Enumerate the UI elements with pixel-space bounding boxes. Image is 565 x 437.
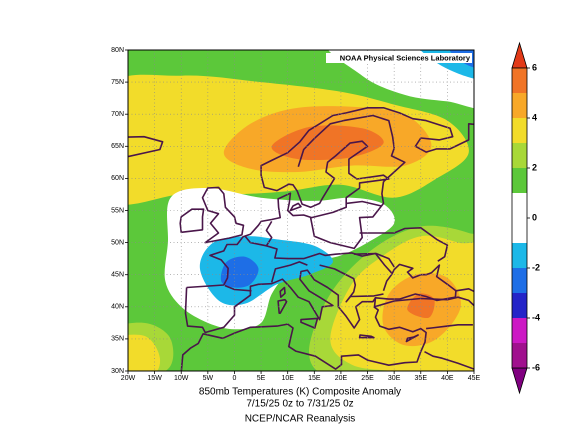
coastline bbox=[224, 284, 252, 292]
colorbar-segment bbox=[512, 93, 527, 118]
credit-box bbox=[326, 53, 472, 63]
colorbar-segment bbox=[512, 243, 527, 268]
contour-region bbox=[199, 236, 333, 306]
coastline bbox=[265, 220, 273, 247]
chart-subtitle: 7/15/25 0z to 7/31/25 0z bbox=[246, 399, 353, 410]
colorbar-segment bbox=[512, 293, 527, 318]
x-tick-label: 5E bbox=[257, 375, 266, 382]
coastline bbox=[279, 286, 286, 298]
colorbar-tick-label: -2 bbox=[532, 262, 540, 272]
coastline bbox=[180, 306, 427, 371]
grid: 20W 15W 10W 5W 0 5E 10E 15E 20E 25E 30E 35E 40E 45E 30… bbox=[111, 47, 480, 382]
x-tick-label: 10E bbox=[281, 375, 294, 382]
coastline bbox=[128, 135, 164, 158]
colorbar-segment bbox=[512, 168, 527, 193]
x-tick-label: 35E bbox=[415, 375, 428, 382]
contour-region bbox=[220, 256, 259, 288]
coastline bbox=[201, 186, 245, 244]
y-tick-label: 40N bbox=[111, 304, 124, 311]
x-tick-label: 5W bbox=[203, 375, 214, 382]
y-tick-label: 70N bbox=[111, 111, 124, 118]
coastline bbox=[455, 288, 474, 293]
colorbar-tick-label: 2 bbox=[532, 162, 537, 172]
y-tick-label: 45N bbox=[111, 272, 124, 279]
coastline bbox=[359, 227, 449, 262]
coastline bbox=[426, 324, 473, 330]
x-tick-label: 15W bbox=[147, 375, 162, 382]
y-tick-label: 60N bbox=[111, 175, 124, 182]
credit: NOAA Physical Sciences Laboratory bbox=[340, 53, 471, 62]
y-tick-label: 35N bbox=[111, 336, 124, 343]
colorbar-over bbox=[511, 41, 528, 69]
colorbar-segment bbox=[512, 318, 527, 343]
x-tick-label: 30E bbox=[388, 375, 401, 382]
plot-frame bbox=[127, 49, 475, 372]
x-tick-label: 10W bbox=[174, 375, 189, 382]
coastline bbox=[179, 208, 205, 234]
colorbar-segment bbox=[512, 118, 527, 143]
source: NCEP/NCAR Reanalysis bbox=[245, 414, 356, 425]
coastline bbox=[373, 296, 474, 308]
coastline bbox=[289, 202, 302, 212]
contour-region bbox=[128, 334, 161, 371]
y-tick-label: 65N bbox=[111, 143, 124, 150]
coastline bbox=[309, 181, 385, 250]
anomaly-field bbox=[128, 50, 474, 371]
colorbar-tick-label: -6 bbox=[532, 362, 540, 372]
colorbar-segment bbox=[512, 143, 527, 168]
colorbar: -6 -4 -2 0 2 4 6 bbox=[511, 41, 540, 395]
contour-region bbox=[328, 50, 474, 109]
contour-region bbox=[271, 125, 384, 161]
coastline bbox=[358, 334, 375, 339]
x-tick-label: 25E bbox=[361, 375, 374, 382]
x-tick-label: 0 bbox=[233, 375, 237, 382]
colorbar-tick-label: 6 bbox=[532, 62, 537, 72]
coastlines bbox=[128, 107, 474, 371]
colorbar-segment bbox=[512, 268, 527, 293]
coastline bbox=[346, 200, 382, 207]
coastline bbox=[184, 263, 457, 334]
x-tick-label: 15E bbox=[308, 375, 321, 382]
colorbar-segment bbox=[512, 193, 527, 243]
chart-title: 850mb Temperatures (K) Composite Anomaly bbox=[199, 387, 401, 398]
coastline bbox=[186, 107, 474, 289]
colorbar-segment bbox=[512, 343, 527, 368]
x-tick-label: 20E bbox=[335, 375, 348, 382]
coastline bbox=[424, 350, 474, 370]
y-tick-label: 80N bbox=[111, 47, 124, 54]
coastline bbox=[277, 298, 288, 314]
coastline bbox=[297, 119, 344, 168]
colorbar-tick-label: 4 bbox=[532, 112, 537, 122]
y-tick-label: 55N bbox=[111, 207, 124, 214]
colorbar-under bbox=[511, 367, 528, 395]
coastline bbox=[270, 261, 308, 283]
y-tick-label: 30N bbox=[111, 368, 124, 375]
x-tick-label: 45E bbox=[468, 375, 481, 382]
coastline bbox=[405, 334, 419, 343]
y-tick-label: 50N bbox=[111, 239, 124, 246]
colorbar-segment bbox=[512, 68, 527, 93]
x-tick-label: 20W bbox=[121, 375, 136, 382]
colorbar-tick-label: -4 bbox=[532, 312, 540, 322]
coastline bbox=[354, 252, 395, 268]
colorbar-tick-label: 0 bbox=[532, 212, 537, 222]
coastline bbox=[300, 317, 319, 329]
coastline bbox=[319, 264, 384, 303]
x-tick-label: 40E bbox=[441, 375, 454, 382]
y-tick-label: 75N bbox=[111, 79, 124, 86]
